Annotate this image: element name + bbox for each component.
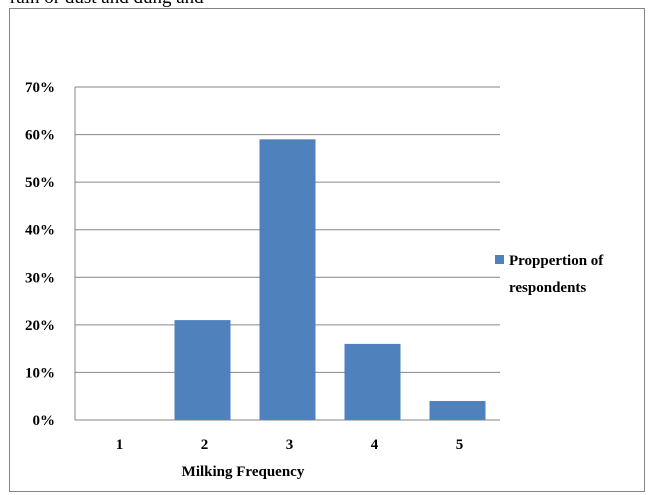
x-tick-label: 3 [286,437,294,453]
x-tick-label: 4 [371,437,379,453]
y-tick-label: 10% [25,365,55,381]
legend-label-line-1: Proppertion of [509,253,604,269]
y-tick-label: 50% [25,175,55,191]
x-tick-label: 1 [116,437,124,453]
legend-swatch [495,255,504,264]
chart-frame [9,8,645,492]
legend-label-line-2: respondents [509,280,586,296]
y-tick-label: 60% [25,128,55,144]
legend: Proppertion of respondents [495,253,604,296]
y-tick-label: 70% [25,80,55,96]
x-tick-label: 5 [456,437,464,453]
x-tick-labels: 1 2 3 4 5 [116,437,464,453]
y-tick-label: 20% [25,318,55,334]
y-tick-label: 0% [33,413,56,429]
y-tick-label: 30% [25,270,55,286]
bars [174,139,486,421]
y-tick-label: 40% [25,223,55,239]
bar-category-5 [429,400,486,420]
bar-category-2 [174,320,231,420]
x-tick-label: 2 [201,437,209,453]
bar-category-3 [259,139,316,421]
x-axis-title: Milking Frequency [182,464,305,480]
top-text-fragment: rain or dust and dung and [10,0,204,8]
y-tick-labels: 0% 10% 20% 30% 40% 50% 60% 70% [25,80,55,429]
bar-category-4 [344,343,401,420]
